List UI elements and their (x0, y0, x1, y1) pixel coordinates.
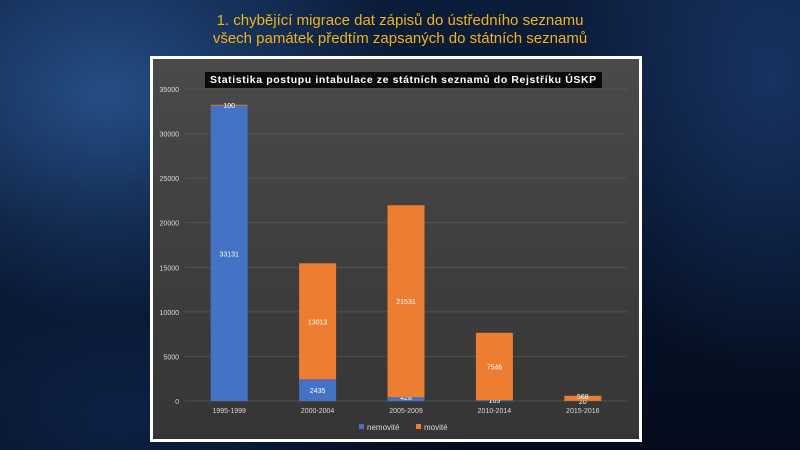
data-label: 100 (223, 103, 235, 110)
chart-panel: 0 5000 10000 15000 20000 25000 30000 35000 33131… (153, 59, 639, 439)
chart-frame: 0 5000 10000 15000 20000 25000 30000 35000 33131… (150, 56, 642, 442)
data-label: 428 (400, 395, 412, 402)
x-tick-label: 2000-2004 (301, 408, 335, 415)
bar-movite (387, 205, 425, 398)
slide-title-line-1: 1. chybějící migrace dat zápisů do ústře… (216, 12, 584, 29)
data-label: 21531 (396, 299, 416, 306)
data-label: 13013 (308, 319, 328, 326)
slide-title: 1. chybějící migrace dat zápisů do ústře… (0, 12, 800, 48)
data-label: 2435 (310, 388, 326, 395)
y-tick-label: 10000 (160, 310, 180, 317)
x-tick-label: 1995-1999 (212, 408, 246, 415)
x-tick-label: 2005-2009 (389, 408, 423, 415)
y-tick-label: 30000 (160, 132, 180, 139)
legend-label: movité (424, 423, 448, 432)
bar-movite (564, 395, 602, 401)
bar-movite (210, 104, 248, 106)
data-label: 105 (489, 398, 501, 405)
bar-movite (475, 332, 513, 401)
slide-title-line-2: všech památek předtím zapsaných do státn… (212, 30, 588, 47)
data-label: 20 (579, 399, 587, 406)
x-tick-label: 2010-2014 (478, 408, 512, 415)
y-tick-label: 20000 (160, 221, 180, 228)
data-label: 7546 (487, 364, 503, 371)
bar-nemovite (210, 105, 248, 401)
data-label: 33131 (219, 251, 239, 258)
x-tick-label: 2015-2016 (566, 408, 600, 415)
bar-nemovite (475, 400, 513, 401)
bar-nemovite (299, 379, 337, 401)
y-tick-label: 15000 (160, 265, 180, 272)
bar-nemovite (387, 397, 425, 401)
stacked-bar-chart: 0 5000 10000 15000 20000 25000 30000 35000 33131… (160, 87, 627, 432)
legend-swatch (416, 424, 421, 429)
y-tick-label: 25000 (160, 176, 180, 183)
chart-title: Statistika postupu intabulace ze státníc… (205, 72, 602, 88)
data-label: 568 (577, 394, 589, 401)
legend-label: nemovité (367, 423, 400, 432)
y-tick-label: 0 (175, 399, 179, 406)
y-tick-label: 5000 (163, 354, 179, 361)
y-tick-label: 35000 (160, 87, 180, 94)
bar-movite (299, 263, 337, 380)
legend-swatch (359, 424, 364, 429)
